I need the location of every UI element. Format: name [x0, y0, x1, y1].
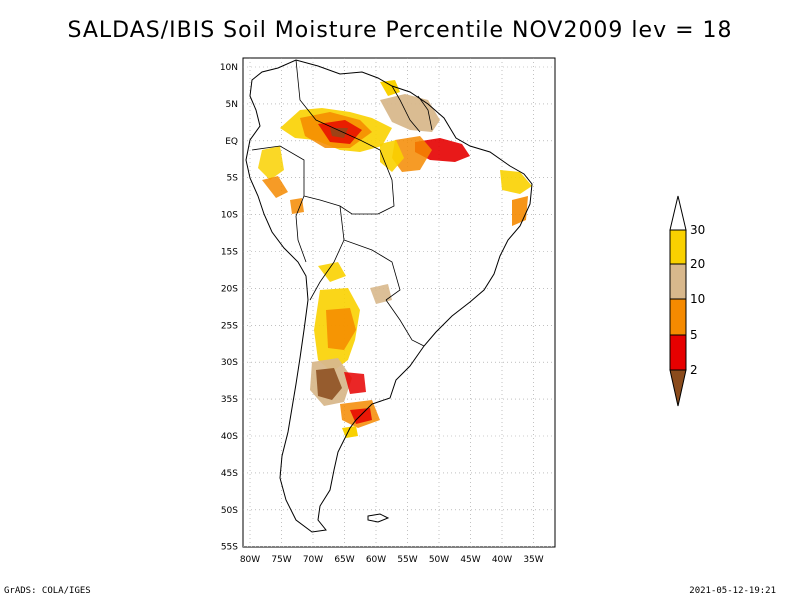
latitude-labels: 10N 5N EQ 5S 10S 15S 20S 25S 30S 35S 40S 45S 50S 55S [220, 63, 238, 553]
legend-labels: 30 20 10 5 2 [690, 223, 705, 377]
legend-swatch-10-20 [669, 263, 687, 300]
lon-label: 65W [334, 555, 354, 565]
legend-label: 10 [690, 292, 705, 306]
footer-credit: GrADS: COLA/IGES [4, 586, 91, 596]
lon-label: 40W [492, 555, 512, 565]
legend-label: 2 [690, 363, 698, 377]
lat-label: 30S [221, 358, 238, 368]
lat-label: 5N [226, 100, 238, 110]
legend-swatch-5-10 [669, 298, 687, 336]
continent-outline [245, 59, 533, 533]
lon-label: 50W [429, 555, 449, 565]
lat-label: EQ [225, 137, 238, 147]
lat-label: 10S [221, 211, 238, 221]
lat-label: 20S [221, 284, 238, 294]
legend-swatch-below-2 [669, 369, 687, 407]
lon-label: 60W [366, 555, 386, 565]
footer-timestamp: 2021-05-12-19:21 [689, 586, 776, 596]
lat-label: 35S [221, 395, 238, 405]
lon-label: 70W [303, 555, 323, 565]
lon-label: 45W [460, 555, 480, 565]
lon-label: 80W [240, 555, 260, 565]
lat-label: 5S [227, 174, 239, 184]
legend-swatch-20-30 [669, 229, 687, 265]
lat-label: 40S [221, 432, 238, 442]
map-title: SALDAS/IBIS Soil Moisture Percentile NOV… [67, 18, 733, 43]
lat-label: 25S [221, 321, 238, 331]
lat-label: 50S [221, 506, 238, 516]
lat-label: 55S [221, 543, 238, 553]
lat-label: 10N [220, 63, 238, 73]
legend-swatch-2-5 [669, 334, 687, 371]
legend-colorbar [669, 195, 687, 407]
country-borders [251, 59, 433, 347]
legend-label: 5 [690, 328, 698, 342]
lon-label: 55W [397, 555, 417, 565]
lon-label: 35W [523, 555, 543, 565]
lat-label: 45S [221, 469, 238, 479]
percentile-shading [258, 80, 532, 438]
lat-label: 15S [221, 248, 238, 258]
longitude-labels: 80W 75W 70W 65W 60W 55W 50W 45W 40W 35W [240, 555, 544, 565]
legend-swatch-above-30 [669, 195, 687, 231]
legend-label: 30 [690, 223, 705, 237]
legend-label: 20 [690, 257, 705, 271]
lon-label: 75W [271, 555, 291, 565]
